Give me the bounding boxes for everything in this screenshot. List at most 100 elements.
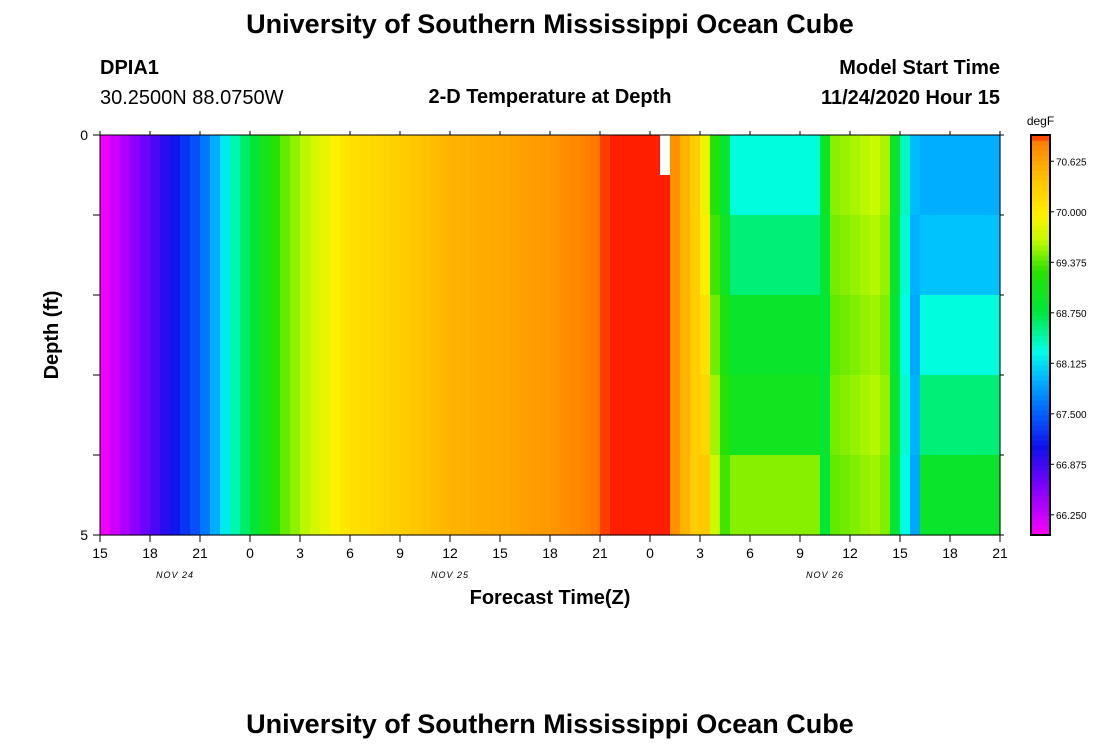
heatmap-cell [690, 375, 701, 456]
x-tick-label: 15 [492, 545, 508, 561]
colorbar-band [1031, 215, 1050, 221]
heatmap-cell [140, 295, 151, 376]
heatmap-cell [260, 375, 271, 456]
heatmap-cell [950, 455, 961, 496]
heatmap-cell [110, 495, 121, 536]
heatmap-cell [620, 375, 631, 456]
heatmap-cell [550, 215, 561, 296]
heatmap-cell [830, 175, 841, 216]
heatmap-cell [630, 135, 641, 176]
colorbar-band [1031, 195, 1050, 201]
heatmap-cell [810, 135, 821, 176]
heatmap-cell [770, 175, 781, 216]
heatmap-cell [800, 135, 811, 176]
heatmap-cell [990, 295, 1001, 376]
heatmap-cell [190, 135, 201, 176]
heatmap-cell [970, 135, 981, 176]
colorbar-band [1031, 495, 1050, 501]
heatmap-cell [370, 175, 381, 216]
heatmap-cell [850, 375, 861, 456]
heatmap-cell [850, 215, 861, 296]
heatmap-cell [250, 295, 261, 376]
x-tick-label: 9 [796, 545, 804, 561]
heatmap-cell [360, 175, 371, 216]
colorbar-band [1031, 205, 1050, 211]
heatmap-cell [730, 135, 741, 176]
x-tick-label: 21 [192, 545, 208, 561]
heatmap-cell [240, 375, 251, 456]
heatmap-cell [260, 175, 271, 216]
heatmap-cell [790, 495, 801, 536]
heatmap-cell [930, 295, 941, 376]
heatmap-cell [840, 175, 851, 216]
heatmap-cell [610, 295, 621, 376]
colorbar-band [1031, 280, 1050, 286]
heatmap-cell [740, 215, 751, 296]
heatmap-cell [680, 135, 691, 176]
colorbar-unit: degF [1027, 114, 1054, 128]
heatmap-cell [390, 215, 401, 296]
heatmap-cell [430, 175, 441, 216]
heatmap-cell [810, 495, 821, 536]
heatmap-cell [390, 135, 401, 176]
colorbar-band [1031, 245, 1050, 251]
model-start-value: 11/24/2020 Hour 15 [820, 87, 1000, 109]
heatmap-cell [950, 215, 961, 296]
heatmap-cell [120, 295, 131, 376]
heatmap-cell [190, 495, 201, 536]
heatmap-cell [990, 175, 1001, 216]
heatmap-cell [300, 375, 311, 456]
heatmap-cell [900, 455, 911, 496]
heatmap-cell [540, 295, 551, 376]
colorbar-band [1031, 185, 1050, 191]
heatmap-cell [850, 295, 861, 376]
heatmap-cell [980, 455, 991, 496]
colorbar-band [1031, 385, 1050, 391]
heatmap-cell [220, 175, 231, 216]
heatmap-cell [710, 215, 721, 296]
heatmap-cell [890, 215, 901, 296]
colorbar-band [1031, 145, 1050, 151]
heatmap-cell [140, 135, 151, 176]
heatmap-cell [880, 215, 891, 296]
heatmap-cell [730, 375, 741, 456]
heatmap-cell [940, 135, 951, 176]
heatmap-cell [910, 455, 921, 496]
heatmap-cell [100, 375, 111, 456]
heatmap-cell [470, 375, 481, 456]
heatmap-cell [250, 375, 261, 456]
heatmap-cell [660, 455, 671, 496]
colorbar-band [1031, 135, 1050, 141]
colorbar-band [1031, 200, 1050, 206]
heatmap-cell [650, 455, 661, 496]
heatmap-cell [110, 375, 121, 456]
heatmap-cell [230, 455, 241, 496]
heatmap-cell [330, 135, 341, 176]
heatmap-cell [760, 455, 771, 496]
x-tick-label: 18 [942, 545, 958, 561]
heatmap-cell [650, 135, 661, 176]
heatmap-cell [950, 135, 961, 176]
heatmap-cell [620, 455, 631, 496]
colorbar-band [1031, 345, 1050, 351]
heatmap-cell [410, 215, 421, 296]
heatmap-cell [200, 455, 211, 496]
heatmap-cell [930, 375, 941, 456]
heatmap-cell [340, 375, 351, 456]
heatmap-cell [210, 375, 221, 456]
colorbar-band [1031, 405, 1050, 411]
heatmap-cell [240, 455, 251, 496]
heatmap-cell [540, 215, 551, 296]
heatmap-cell [410, 175, 421, 216]
heatmap-cell [490, 375, 501, 456]
colorbar-tick-label: 69.375 [1056, 258, 1087, 269]
heatmap-cell [420, 175, 431, 216]
heatmap-cell [160, 495, 171, 536]
heatmap-cell [400, 135, 411, 176]
heatmap-cell [150, 175, 161, 216]
heatmap-cell [410, 375, 421, 456]
heatmap-cell [390, 495, 401, 536]
heatmap-cell [760, 495, 771, 536]
heatmap-cell [460, 455, 471, 496]
heatmap-cell [600, 215, 611, 296]
